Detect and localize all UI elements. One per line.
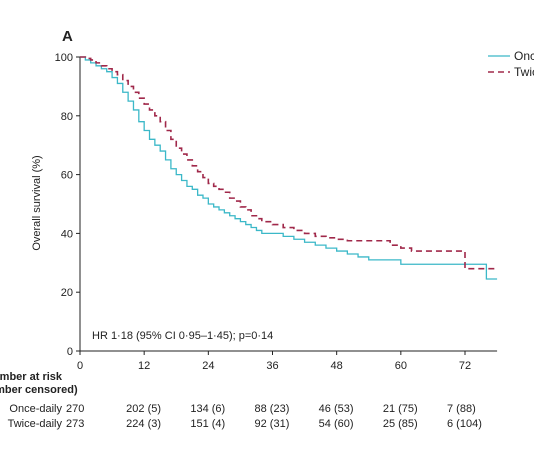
axes: 0 12 24 36 48 60 72 0 20 40 60 80 100 <box>55 52 498 372</box>
risk-cell: 54 (60) <box>319 418 354 430</box>
panel-label: A <box>62 28 73 45</box>
risk-row-label: Twice-daily <box>8 418 63 430</box>
risk-cell: 6 (104) <box>447 418 482 430</box>
number-at-risk-table: Once-daily 270 202 (5) 134 (6) 88 (23) 46 (53… <box>8 403 482 430</box>
x-tick-label: 12 <box>138 360 150 372</box>
risk-table-subtitle: (number censored) <box>0 384 78 396</box>
risk-cell: 25 (85) <box>383 418 418 430</box>
risk-cell: 224 (3) <box>126 418 161 430</box>
hazard-ratio-annotation: HR 1·18 (95% CI 0·95–1·45); p=0·14 <box>92 330 273 342</box>
risk-cell: 21 (75) <box>383 403 418 415</box>
risk-cell: 151 (4) <box>190 418 225 430</box>
legend-label: Twice-daily <box>514 65 534 79</box>
legend: Once-daily Twice-daily <box>488 49 534 79</box>
x-tick-label: 0 <box>77 360 83 372</box>
y-tick-label: 20 <box>61 287 73 299</box>
x-tick-label: 60 <box>395 360 407 372</box>
y-tick-label: 40 <box>61 228 73 240</box>
risk-cell: 134 (6) <box>190 403 225 415</box>
series-line-once-daily <box>80 56 498 280</box>
y-axis-label: Overall survival (%) <box>31 155 43 250</box>
risk-cell: 202 (5) <box>126 403 161 415</box>
y-tick-label: 100 <box>55 52 73 64</box>
risk-row-label: Once-daily <box>9 403 62 415</box>
risk-cell: 7 (88) <box>447 403 476 415</box>
y-tick-label: 0 <box>67 346 73 358</box>
x-tick-label: 72 <box>459 360 471 372</box>
risk-table-title: Number at risk <box>0 371 63 383</box>
x-tick-label: 24 <box>202 360 214 372</box>
risk-cell: 46 (53) <box>319 403 354 415</box>
risk-cell: 92 (31) <box>255 418 290 430</box>
y-tick-label: 60 <box>61 170 73 182</box>
x-tick-label: 48 <box>331 360 343 372</box>
y-tick-label: 80 <box>61 111 73 123</box>
risk-cell: 270 <box>66 403 84 415</box>
x-tick-label: 36 <box>266 360 278 372</box>
series-line-twice-daily <box>80 56 498 270</box>
legend-label: Once-daily <box>514 49 534 63</box>
survival-curves <box>80 56 498 280</box>
risk-cell: 88 (23) <box>255 403 290 415</box>
risk-cell: 273 <box>66 418 84 430</box>
